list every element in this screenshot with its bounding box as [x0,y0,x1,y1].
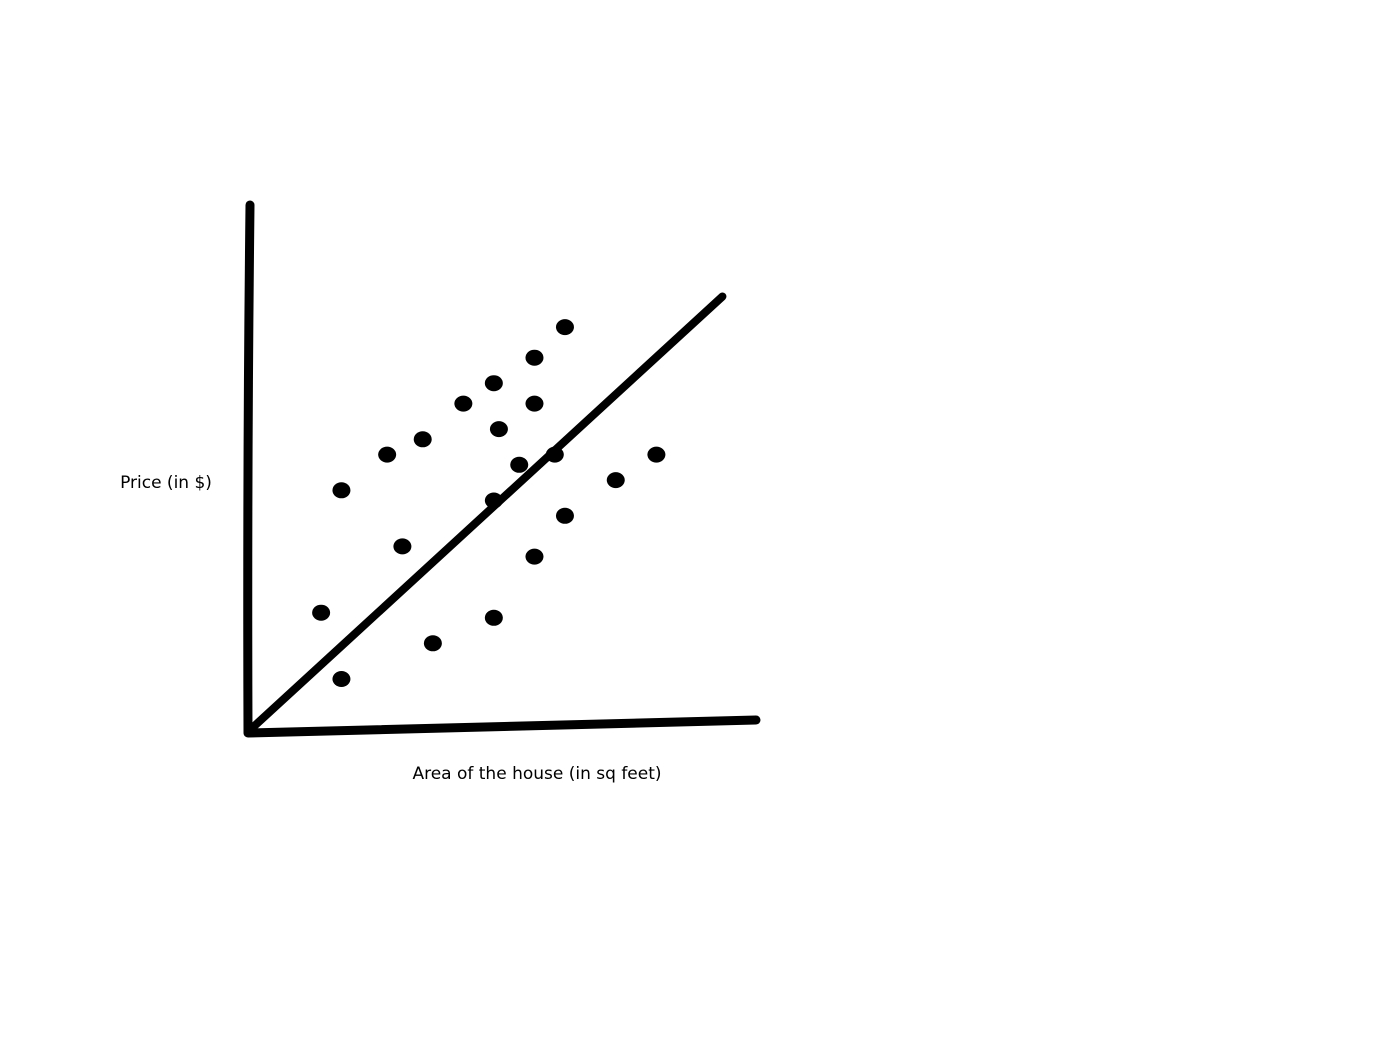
data-point-6 [414,431,432,447]
data-point-9 [485,375,503,391]
data-point-8 [454,396,472,412]
data-point-16 [525,350,543,366]
y-axis-label: Price (in $) [120,473,212,493]
x-axis-label: Area of the house (in sq feet) [412,764,661,784]
data-point-21 [647,447,665,463]
regression-line [250,297,722,731]
data-point-14 [525,396,543,412]
data-point-10 [485,610,503,626]
data-point-20 [607,472,625,488]
data-point-2 [332,671,350,687]
data-point-7 [424,635,442,651]
data-point-15 [525,549,543,565]
data-points [312,319,665,687]
data-point-1 [312,605,330,621]
data-point-19 [556,319,574,335]
data-point-4 [378,447,396,463]
x-axis-line [248,720,756,733]
data-point-3 [332,482,350,498]
data-point-18 [556,508,574,524]
y-axis-line [248,205,250,732]
data-point-11 [485,493,503,509]
data-point-12 [490,421,508,437]
data-point-13 [510,457,528,473]
data-point-17 [546,447,564,463]
data-point-5 [393,538,411,554]
